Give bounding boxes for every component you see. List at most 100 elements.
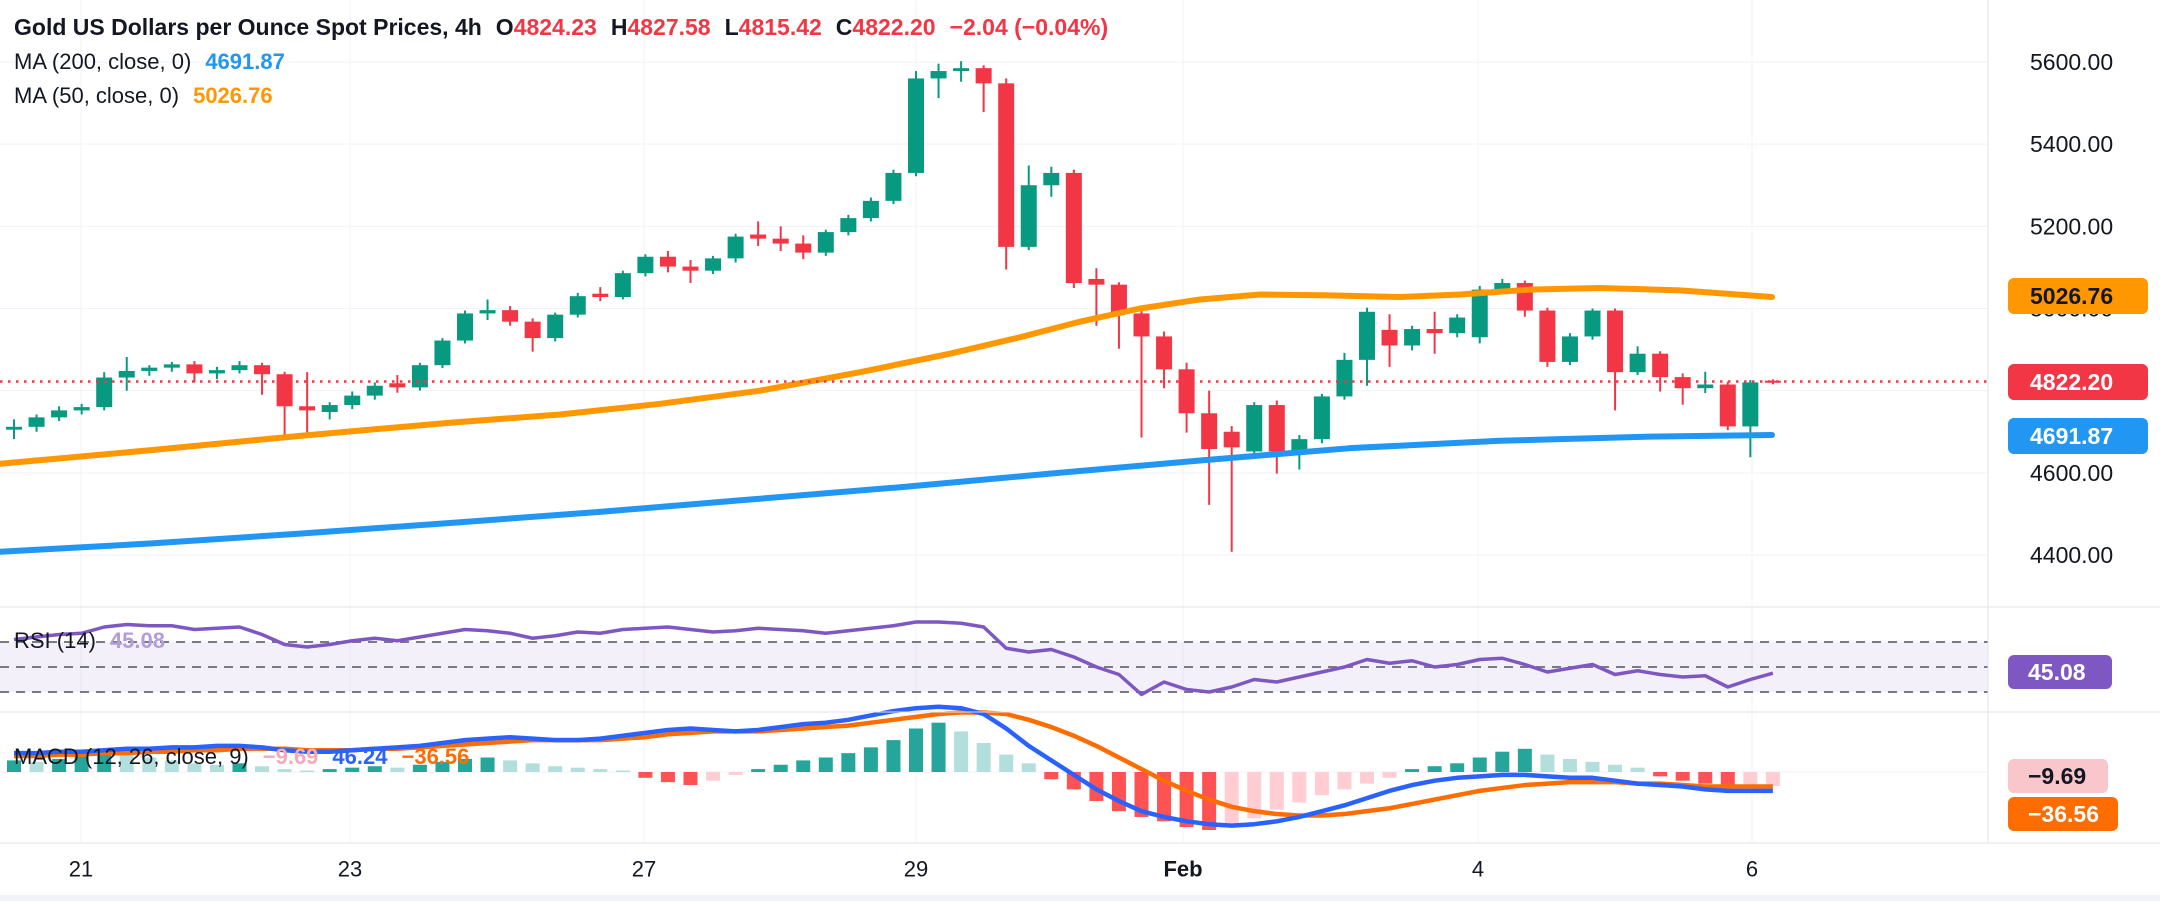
candle-body — [28, 417, 45, 427]
candle-body — [141, 367, 158, 371]
macd-histogram-bar — [1608, 764, 1623, 772]
candle-body — [1133, 313, 1150, 337]
macd-line-value: 46.24 — [332, 744, 388, 769]
macd-histogram-bar — [1292, 772, 1307, 803]
candle-body — [1246, 405, 1263, 452]
candle-body — [614, 273, 631, 297]
last-price-badge: 4822.20 — [2008, 364, 2148, 400]
candle-body — [659, 256, 676, 267]
macd-histogram-bar — [570, 767, 585, 772]
macd-histogram-bar — [1630, 767, 1645, 772]
candle-body — [1607, 310, 1624, 373]
macd-histogram-bar — [1540, 754, 1555, 772]
change-value: −2.04 (−0.04%) — [949, 14, 1109, 40]
macd-histogram-bar — [1720, 772, 1735, 788]
candle-body — [1719, 384, 1736, 427]
candle-body — [366, 385, 383, 396]
candle-body — [118, 370, 135, 378]
macd-histogram-bar — [1427, 766, 1442, 772]
candle-body — [344, 395, 361, 406]
macd-histogram-bar — [1224, 772, 1239, 828]
time-tick-label: Feb — [1163, 857, 1202, 882]
rsi-label: RSI (14) — [14, 628, 96, 653]
macd-histogram-bar — [187, 763, 202, 772]
macd-histogram-bar — [1517, 748, 1532, 772]
candle-body — [1313, 396, 1330, 440]
ma50-line — [0, 284, 1775, 467]
candle-body — [1404, 329, 1421, 346]
candle-body — [1697, 384, 1714, 389]
ma50-label: MA (50, close, 0) — [14, 83, 180, 108]
macd-histogram-bar — [1382, 772, 1397, 778]
candle-body — [411, 365, 428, 388]
candle-body — [163, 364, 180, 368]
candle-body — [547, 314, 564, 339]
ma200-value: 4691.87 — [205, 49, 285, 74]
ma50-price-badge: 5026.76 — [2008, 278, 2148, 314]
candle-body — [186, 364, 203, 374]
price-tick-label: 4400.00 — [2030, 542, 2113, 568]
macd-histogram-bar — [390, 767, 405, 772]
macd-histogram-bar — [52, 758, 67, 772]
macd-histogram-bar — [435, 761, 450, 772]
ma200-line — [0, 432, 1775, 555]
time-tick-label: 21 — [69, 857, 93, 882]
time-tick-label: 4 — [1472, 857, 1484, 882]
candle-body — [208, 370, 225, 374]
candle-body — [637, 256, 654, 274]
macd-histogram-bar — [1134, 772, 1149, 817]
macd-histogram-bar — [300, 770, 315, 773]
macd-histogram-bar — [1653, 772, 1668, 777]
macd-histogram-bar — [322, 769, 337, 772]
macd-signal-badge: −36.56 — [2008, 797, 2118, 831]
rsi-line — [13, 620, 1774, 697]
candle-body — [727, 236, 744, 259]
candle-body — [389, 383, 406, 388]
candle-body — [1223, 431, 1240, 448]
macd-signal-value: −36.56 — [401, 744, 470, 769]
macd-histogram-bar — [1089, 772, 1104, 801]
candle-body — [479, 310, 496, 314]
macd-histogram-bar — [593, 769, 608, 772]
macd-histogram-bar — [976, 743, 991, 772]
macd-histogram-bar — [503, 760, 518, 772]
macd-histogram-bar — [232, 763, 247, 772]
candle-body — [862, 200, 879, 219]
macd-histogram-bar — [142, 757, 157, 772]
candle-body — [750, 234, 767, 239]
time-axis[interactable] — [0, 843, 2160, 901]
time-tick-label: 27 — [632, 857, 656, 882]
macd-histogram-bar — [706, 772, 721, 781]
candle-body — [705, 258, 722, 271]
candle-body — [1156, 336, 1173, 370]
macd-histogram-bar — [931, 722, 946, 772]
ma50-value: 5026.76 — [193, 83, 273, 108]
candle-body — [1381, 329, 1398, 346]
ma200-label: MA (200, close, 0) — [14, 49, 192, 74]
macd-hist-badge: −9.69 — [2008, 759, 2108, 793]
price-axis[interactable] — [1988, 0, 2160, 843]
candle-body — [1471, 289, 1488, 338]
symbol-title: Gold US Dollars per Ounce Spot Prices, 4… — [14, 14, 482, 40]
ohlc-low: L4815.42 — [724, 14, 822, 40]
candle-body — [1629, 353, 1646, 373]
rsi-value: 45.08 — [109, 628, 165, 653]
time-tick-label: 6 — [1746, 857, 1758, 882]
symbol-legend: Gold US Dollars per Ounce Spot Prices, 4… — [14, 14, 1108, 41]
candle-body — [1539, 310, 1556, 362]
macd-histogram-bar — [1314, 772, 1329, 796]
macd-histogram-bar — [548, 766, 563, 772]
macd-main-line — [14, 704, 1773, 828]
candle-body — [1268, 405, 1285, 452]
macd-histogram-bar — [209, 764, 224, 772]
macd-histogram-bar — [164, 760, 179, 772]
time-tick-label: 29 — [904, 857, 928, 882]
candle-body — [1359, 311, 1375, 360]
macd-histogram-bar — [909, 728, 923, 772]
candle-body — [1652, 353, 1669, 378]
candle-body — [51, 410, 68, 418]
candle-body — [434, 340, 451, 366]
candle-body — [457, 313, 473, 341]
candle-body — [795, 243, 812, 253]
